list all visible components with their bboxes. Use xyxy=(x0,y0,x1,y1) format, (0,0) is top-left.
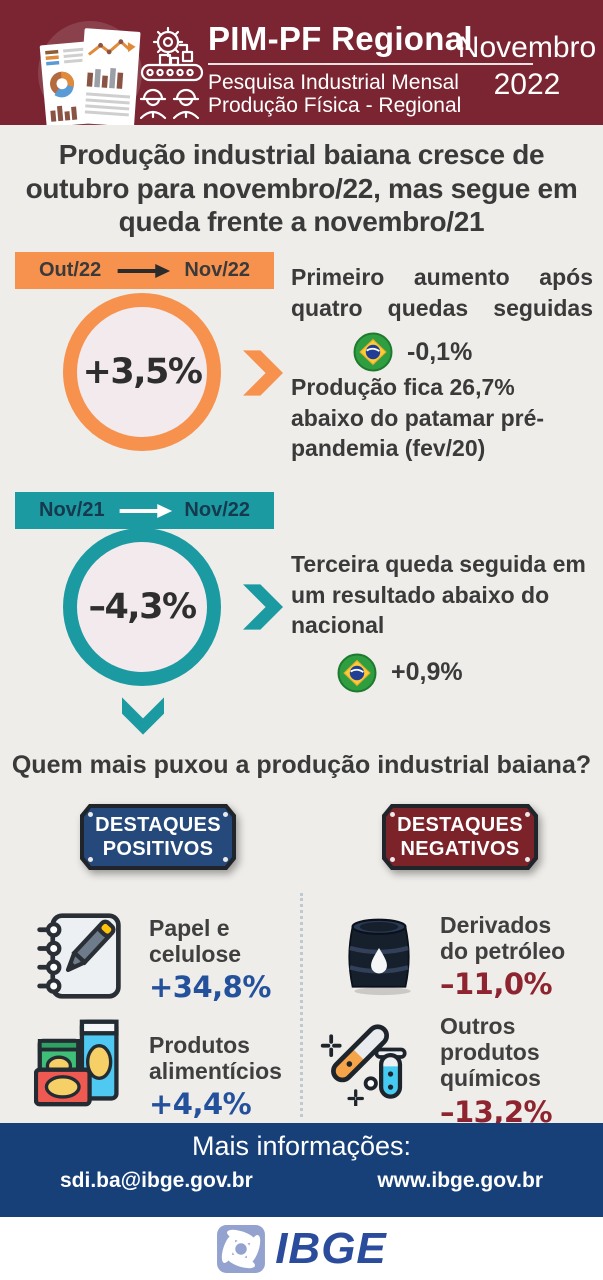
yearly-period-banner: Nov/21 Nov/22 xyxy=(15,492,274,529)
screw-icon xyxy=(88,857,93,862)
oil-barrel-icon xyxy=(348,918,411,996)
ibge-logo-text: IBGE xyxy=(275,1223,387,1273)
item-label: Papel e celulose xyxy=(149,915,242,968)
item-label: Derivados do petróleo xyxy=(440,912,566,965)
monthly-variation-value: +3,5% xyxy=(82,352,203,392)
yearly-variation-value: –4,3% xyxy=(88,587,197,627)
screw-icon xyxy=(525,812,530,817)
ibge-logo-icon xyxy=(217,1224,266,1273)
positive-item: Produtos alimentícios +4,4% xyxy=(149,1032,291,1121)
yearly-variation-circle: –4,3% xyxy=(63,528,221,686)
screw-icon xyxy=(390,812,395,817)
footer-title: Mais informações: xyxy=(191,1131,412,1161)
worker-icon xyxy=(172,88,200,120)
website-link[interactable]: www.ibge.gov.br xyxy=(377,1169,543,1192)
report-period: Novembro 2022 xyxy=(452,30,602,103)
item-label: Outros produtos químicos xyxy=(440,1013,541,1092)
report-year: 2022 xyxy=(493,67,561,101)
chevron-right-icon xyxy=(243,584,283,630)
item-value: –13,2% xyxy=(440,1094,553,1129)
header: PIM-PF Regional Pesquisa Industrial Mens… xyxy=(0,0,603,125)
positive-item: Papel e celulose +34,8% xyxy=(149,915,291,1004)
contact-email-link[interactable]: sdi.ba@ibge.gov.br xyxy=(60,1169,253,1192)
right-arrow-icon xyxy=(119,503,172,518)
column-divider xyxy=(300,893,303,1117)
report-title: PIM-PF Regional xyxy=(208,20,473,57)
title-block: PIM-PF Regional Pesquisa Industrial Mens… xyxy=(208,20,533,117)
section-question: Quem mais puxou a produção industrial ba… xyxy=(11,751,592,779)
item-value: +34,8% xyxy=(149,970,271,1005)
monthly-period-banner: Out/22 Nov/22 xyxy=(15,252,274,289)
yearly-period-to: Nov/22 xyxy=(184,499,250,521)
monthly-variation-circle: +3,5% xyxy=(63,293,221,451)
worker-icon xyxy=(140,88,167,120)
screw-icon xyxy=(223,812,228,817)
chevron-down-icon xyxy=(122,697,164,735)
pre-pandemic-note: Produção fica 26,7% abaixo do patamar pr… xyxy=(291,374,545,462)
badge-line2: NEGATIVOS xyxy=(400,838,520,860)
plaque-frame: DESTAQUES NEGATIVOS xyxy=(382,804,538,870)
report-subtitle-line2: Produção Física - Regional xyxy=(208,94,462,117)
conveyor-belt-icon xyxy=(140,53,204,82)
monthly-note-text: Primeiro aumento após quatro quedas segu… xyxy=(291,264,593,321)
item-label: Produtos alimentícios xyxy=(149,1032,282,1085)
monthly-period-from: Out/22 xyxy=(39,259,102,281)
charts-documents-illustration xyxy=(38,21,142,125)
monthly-period-to: Nov/22 xyxy=(184,259,250,281)
screw-icon xyxy=(88,812,93,817)
box-lift-icon xyxy=(178,43,194,63)
headline: Produção industrial baiana cresce de out… xyxy=(25,139,578,238)
logo-strip: IBGE xyxy=(0,1217,603,1280)
report-subtitle-line1: Pesquisa Industrial Mensal xyxy=(208,71,459,94)
item-value: –11,0% xyxy=(440,967,553,1002)
negative-item: Outros produtos químicos –13,2% xyxy=(440,1013,582,1129)
brazil-comparison-row: +0,9% xyxy=(337,653,593,693)
title-underline xyxy=(208,63,533,65)
report-sheet-right xyxy=(78,28,141,125)
yearly-notes: Terceira queda seguida em um resultado a… xyxy=(291,549,593,693)
notebook-pencil-icon xyxy=(37,913,121,999)
screw-icon xyxy=(223,857,228,862)
brazil-flag-icon xyxy=(337,653,377,693)
brazil-comparison-row: -0,1% xyxy=(353,332,593,372)
monthly-notes: Primeiro aumento após quatro quedas segu… xyxy=(291,262,593,464)
badge-line1: DESTAQUES xyxy=(95,813,221,836)
footer-links: sdi.ba@ibge.gov.br www.ibge.gov.br xyxy=(0,1169,603,1193)
plaque-face: DESTAQUES NEGATIVOS xyxy=(386,808,534,866)
badge-line1: DESTAQUES xyxy=(397,813,523,836)
screw-icon xyxy=(525,857,530,862)
plaque-face: DESTAQUES POSITIVOS xyxy=(84,808,232,866)
footer-bar: Mais informações: sdi.ba@ibge.gov.br www… xyxy=(0,1123,603,1217)
right-arrow-icon xyxy=(117,263,170,278)
chevron-right-icon xyxy=(243,350,283,396)
yearly-note-text: Terceira queda seguida em um resultado a… xyxy=(291,551,586,639)
yearly-period-from: Nov/21 xyxy=(39,499,105,521)
brazil-yearly-value: +0,9% xyxy=(391,658,463,687)
test-tubes-icon xyxy=(320,1024,407,1106)
badge-line2: POSITIVOS xyxy=(102,838,214,860)
brazil-monthly-value: -0,1% xyxy=(407,337,473,366)
plaque-frame: DESTAQUES POSITIVOS xyxy=(80,804,236,870)
report-month: Novembro xyxy=(457,31,597,64)
negative-highlights-badge: DESTAQUES NEGATIVOS xyxy=(382,804,538,870)
canned-food-icon xyxy=(34,1019,119,1107)
gear-icon xyxy=(152,26,184,58)
screw-icon xyxy=(390,857,395,862)
industry-machines-icon xyxy=(140,26,204,120)
brazil-flag-icon xyxy=(353,332,393,372)
negative-item: Derivados do petróleo –11,0% xyxy=(440,912,582,1001)
item-value: +4,4% xyxy=(149,1087,252,1122)
positive-highlights-badge: DESTAQUES POSITIVOS xyxy=(80,804,236,870)
